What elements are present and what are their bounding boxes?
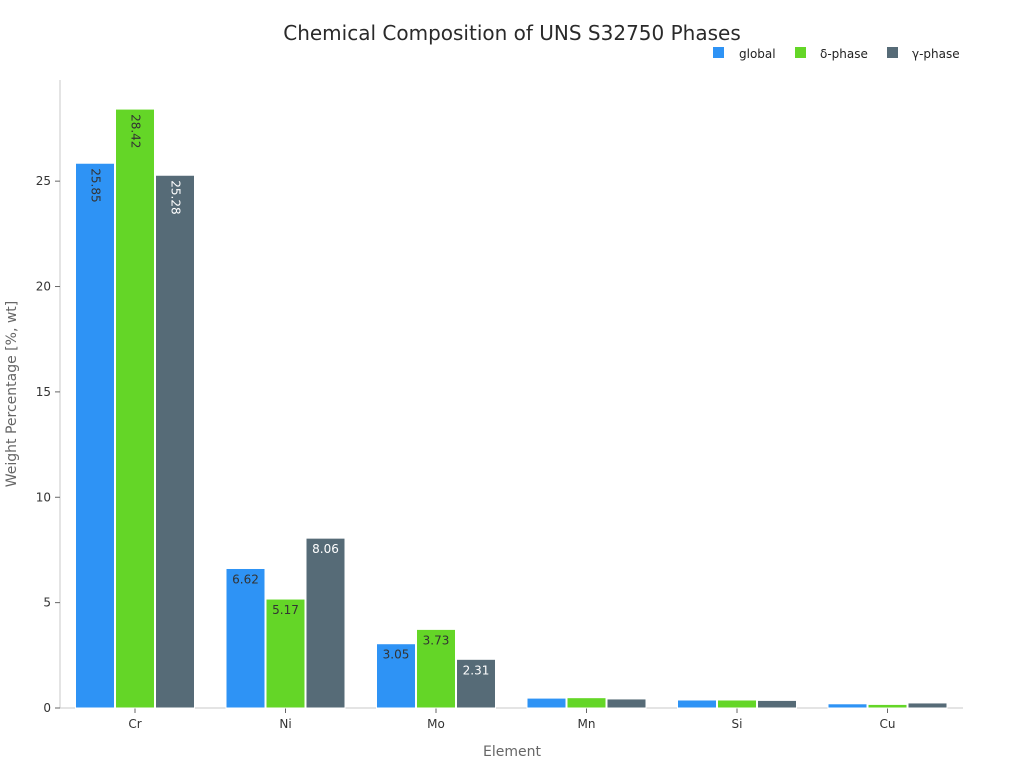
x-axis-label: Element [483,744,541,760]
bar-value-label: 25.85 [89,168,103,202]
bar-value-label: 25.28 [169,180,183,214]
y-tick-label: 20 [36,280,51,294]
chart-title: Chemical Composition of UNS S32750 Phase… [283,21,741,45]
bars [75,108,948,709]
bar-si-gamma-phase [757,699,797,709]
bar-value-label: 3.73 [423,633,450,647]
bar-mo-global [376,643,416,709]
y-axis-label: Weight Percentage [%, wt] [4,301,20,488]
legend-swatch-delta-phase [795,47,806,58]
bar-mo-gamma-phase [456,658,496,709]
x-axis-ticks: Cr Ni Mo Mn Si Cu [128,708,895,731]
bar-mn-global [526,697,567,709]
bar-value-labels: 25.85 28.42 25.28 6.62 5.17 8.06 3.05 3.73 2.31 [89,114,490,677]
bar-si-delta-phase [717,699,757,709]
legend: global δ-phase γ-phase [713,47,960,61]
bar-mo-delta-phase [416,628,456,709]
bar-ni-global [225,567,266,709]
y-axis-ticks: 0 5 10 15 20 25 [36,174,60,715]
bar-value-label: 8.06 [312,542,339,556]
y-tick-label: 10 [36,490,51,504]
y-tick-label: 5 [43,596,51,610]
bar-cr-delta-phase [115,108,155,709]
bar-cu-global [827,703,868,709]
bar-value-label: 2.31 [463,663,490,677]
legend-label-delta-phase: δ-phase [820,47,868,61]
bar-cr-global [75,162,115,709]
bar-cu-gamma-phase [907,702,948,709]
bar-mn-gamma-phase [606,698,647,709]
legend-label-global: global [739,47,776,61]
x-tick-label: Mo [427,717,445,731]
y-tick-label: 15 [36,385,51,399]
bar-mn-delta-phase [566,697,607,709]
bar-value-label: 6.62 [232,572,259,586]
bar-cu-delta-phase [867,703,908,709]
bar-ni-gamma-phase [305,537,346,709]
bar-value-label: 3.05 [383,648,410,662]
y-tick-label: 0 [43,701,51,715]
legend-swatch-global [713,47,724,58]
x-tick-label: Cr [128,717,141,731]
bar-ni-delta-phase [265,598,306,709]
bar-si-global [677,699,717,709]
x-tick-label: Ni [279,717,291,731]
bar-value-label: 5.17 [272,603,299,617]
x-tick-label: Mn [578,717,596,731]
legend-label-gamma-phase: γ-phase [912,47,960,61]
legend-swatch-gamma-phase [887,47,898,58]
bar-value-label: 28.42 [129,114,143,148]
x-tick-label: Si [732,717,743,731]
bar-cr-gamma-phase [155,174,195,709]
x-tick-label: Cu [880,717,896,731]
y-tick-label: 25 [36,174,51,188]
